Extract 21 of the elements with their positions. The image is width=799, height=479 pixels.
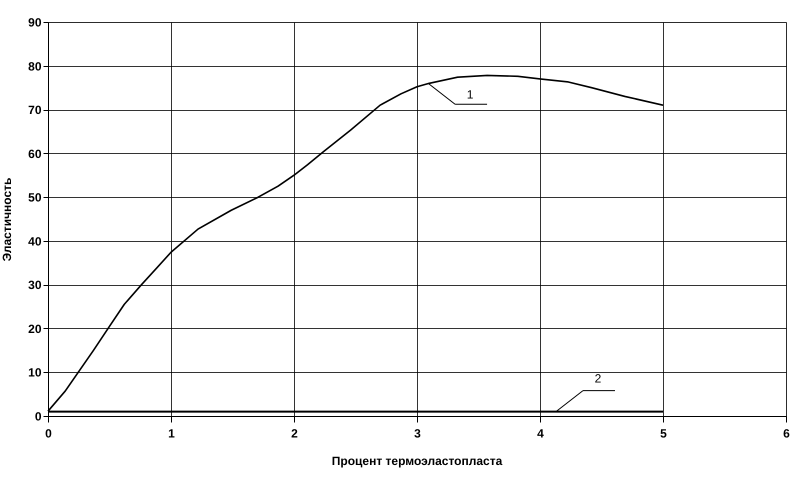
annotation: 2 xyxy=(594,372,602,386)
x-tick-label: 3 xyxy=(414,426,422,440)
y-tick-label: 20 xyxy=(28,322,42,336)
y-tick-label: 40 xyxy=(28,234,42,248)
y-tick-label: 10 xyxy=(28,366,42,380)
x-tick-label: 0 xyxy=(45,426,52,440)
x-tick-label: 2 xyxy=(291,426,298,440)
x-tick-label: 6 xyxy=(783,426,790,440)
y-tick-label: 70 xyxy=(28,103,42,118)
y-tick-label: 30 xyxy=(28,278,42,292)
y-tick-label: 0 xyxy=(34,410,42,424)
x-axis-title: Процент термоэластопласта xyxy=(332,454,503,468)
y-tick-label: 60 xyxy=(28,146,42,161)
y-axis-title: Эластичность xyxy=(0,178,14,262)
x-tick-label: 4 xyxy=(537,426,544,440)
x-tick-label: 1 xyxy=(168,426,176,440)
x-tick-label: 5 xyxy=(660,426,668,440)
y-tick-label: 90 xyxy=(28,16,42,30)
y-tick-label: 80 xyxy=(28,59,42,74)
annotation: 1 xyxy=(466,87,474,102)
y-tick-label: 50 xyxy=(28,190,42,205)
